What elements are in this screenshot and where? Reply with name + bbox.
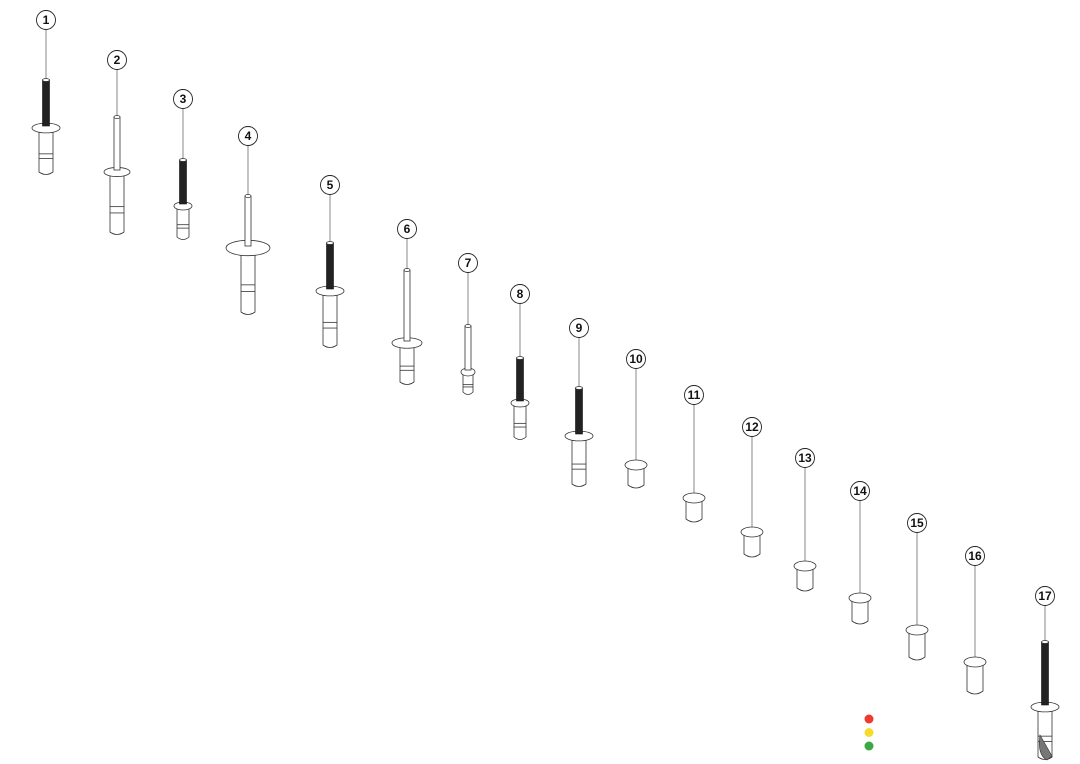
rivet-head — [963, 656, 987, 668]
balloon-label: 11 — [688, 388, 701, 402]
balloon — [173, 89, 193, 109]
part-2: 2 — [103, 50, 131, 235]
balloon — [1035, 586, 1055, 606]
balloon-label: 9 — [576, 321, 583, 335]
mandrel — [464, 325, 472, 371]
rivet-body — [513, 403, 527, 440]
rivet-head — [905, 624, 929, 636]
threaded-mandrel — [1041, 641, 1049, 706]
rivet-body — [176, 206, 190, 240]
balloon — [850, 481, 870, 501]
balloon — [397, 219, 417, 239]
balloon — [626, 349, 646, 369]
rivet-head — [682, 492, 706, 504]
rivet-body — [240, 248, 256, 315]
rivet-body — [399, 343, 415, 385]
rivet-body — [743, 532, 761, 558]
threaded-mandrel — [575, 387, 583, 435]
rivet-body — [966, 662, 984, 695]
rivet-head — [740, 526, 764, 538]
part-13: 13 — [793, 448, 817, 592]
balloon — [107, 50, 127, 70]
balloon — [907, 513, 927, 533]
mandrel-tip — [464, 324, 472, 328]
rivet-body — [109, 172, 125, 235]
part-4: 4 — [225, 126, 271, 315]
balloon-label: 17 — [1038, 589, 1052, 603]
balloon-label: 10 — [629, 352, 643, 366]
threaded-mandrel — [42, 79, 50, 127]
mandrel-tip — [113, 115, 121, 119]
rivet-body — [851, 598, 869, 625]
balloon-label: 12 — [745, 420, 759, 434]
part-10: 10 — [624, 349, 648, 489]
rivet-body — [462, 372, 474, 395]
rivet-body — [38, 128, 54, 175]
balloon — [238, 126, 258, 146]
mandrel — [244, 195, 252, 247]
balloon-label: 16 — [968, 549, 982, 563]
balloon-label: 6 — [404, 222, 411, 236]
balloon-label: 14 — [853, 484, 867, 498]
balloon — [320, 175, 340, 195]
status-dot-red — [864, 714, 874, 724]
mandrel — [403, 269, 411, 342]
part-7: 7 — [458, 253, 478, 395]
part-14: 14 — [848, 481, 872, 625]
balloon-label: 3 — [180, 92, 187, 106]
balloon — [458, 253, 478, 273]
part-9: 9 — [564, 318, 594, 487]
status-dot-green — [864, 741, 874, 751]
balloon — [510, 284, 530, 304]
balloon-label: 8 — [517, 287, 524, 301]
part-5: 5 — [315, 175, 345, 348]
threaded-mandrel — [179, 159, 187, 205]
mandrel-tip — [42, 78, 50, 82]
rivet-head — [848, 592, 872, 604]
part-8: 8 — [510, 284, 530, 440]
balloon — [684, 385, 704, 405]
mandrel — [113, 116, 121, 171]
balloon-label: 13 — [798, 451, 812, 465]
balloon-label: 1 — [43, 13, 50, 27]
mandrel-tip — [326, 241, 334, 245]
rivet-body — [571, 436, 587, 487]
rivet-body — [796, 566, 814, 592]
mandrel-tip — [516, 356, 524, 360]
balloon — [965, 546, 985, 566]
part-17: 17 — [1030, 586, 1060, 761]
part-15: 15 — [905, 513, 929, 661]
part-16: 16 — [963, 546, 987, 695]
part-11: 11 — [682, 385, 706, 523]
balloon — [742, 417, 762, 437]
rivet-body — [908, 630, 926, 661]
part-12: 12 — [740, 417, 764, 558]
balloon-label: 5 — [327, 178, 334, 192]
balloon-label: 7 — [465, 256, 472, 270]
balloon-label: 4 — [245, 129, 252, 143]
threaded-mandrel — [326, 242, 334, 290]
balloon-label: 2 — [114, 53, 121, 67]
status-dot-yellow — [864, 728, 874, 737]
cutaway-section — [1039, 734, 1053, 761]
mandrel-tip — [1041, 640, 1049, 644]
rivet-body — [627, 465, 645, 489]
balloon — [36, 10, 56, 30]
mandrel-tip — [575, 386, 583, 390]
mandrel-tip — [179, 158, 187, 162]
rivet-head — [793, 560, 817, 572]
part-6: 6 — [391, 219, 423, 385]
threaded-mandrel — [516, 357, 524, 402]
rivet-body — [685, 498, 703, 523]
balloon-label: 15 — [910, 516, 924, 530]
balloon — [795, 448, 815, 468]
rivet-head — [624, 459, 648, 471]
mandrel-tip — [403, 268, 411, 272]
part-3: 3 — [173, 89, 193, 240]
rivet-body — [322, 291, 338, 348]
part-1: 1 — [31, 10, 61, 175]
balloon — [569, 318, 589, 338]
mandrel-tip — [244, 194, 252, 198]
